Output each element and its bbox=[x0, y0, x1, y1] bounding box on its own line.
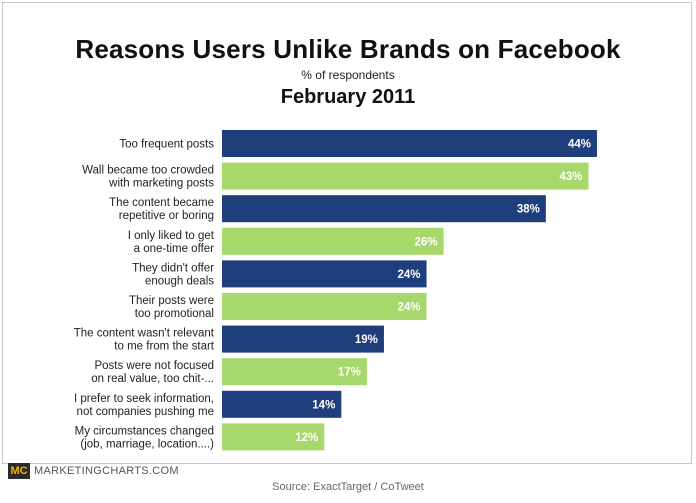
category-label-3-line-1: The content became bbox=[109, 197, 214, 209]
chart-title: Reasons Users Unlike Brands on Facebook bbox=[75, 34, 621, 64]
category-label-9-line-2: not companies pushing me bbox=[77, 406, 214, 418]
category-label-8-line-2: on real value, too chit-... bbox=[91, 373, 214, 385]
category-label-10-line-2: (job, marriage, location....) bbox=[80, 438, 214, 450]
category-label-3-line-2: repetitive or boring bbox=[119, 210, 214, 222]
category-label-2-line-2: with marketing posts bbox=[108, 178, 214, 190]
bar-3 bbox=[222, 195, 546, 223]
category-label-1-line-1: Too frequent posts bbox=[119, 139, 214, 151]
category-label-5-line-1: They didn't offer bbox=[132, 262, 214, 274]
bar-8 bbox=[222, 358, 367, 386]
bar-4 bbox=[222, 227, 444, 255]
category-label-4-line-1: I only liked to get bbox=[128, 230, 215, 242]
marketingcharts-logo-icon: MC bbox=[8, 463, 30, 479]
source-note: Source: ExactTarget / CoTweet bbox=[272, 481, 424, 493]
chart-date: February 2011 bbox=[280, 86, 416, 108]
category-label-6-line-1: Their posts were bbox=[129, 295, 214, 307]
bar-10 bbox=[222, 423, 325, 451]
value-label-7: 19% bbox=[355, 334, 378, 346]
category-label-5-line-2: enough deals bbox=[145, 275, 214, 287]
value-label-6: 24% bbox=[398, 302, 421, 314]
bar-6 bbox=[222, 293, 427, 320]
category-label-6-line-2: too promotional bbox=[135, 308, 214, 320]
value-label-4: 26% bbox=[415, 236, 438, 248]
chart-subtitle: % of respondents bbox=[301, 68, 395, 82]
category-label-4-line-2: a one-time offer bbox=[134, 243, 215, 255]
bar-5 bbox=[222, 260, 427, 288]
value-label-8: 17% bbox=[338, 367, 361, 379]
bar-1 bbox=[222, 130, 597, 157]
bar-7 bbox=[222, 325, 384, 353]
category-label-10-line-1: My circumstances changed bbox=[75, 425, 214, 437]
category-label-7-line-1: The content wasn't relevant bbox=[74, 328, 215, 340]
value-label-10: 12% bbox=[295, 432, 318, 444]
value-label-5: 24% bbox=[398, 269, 421, 281]
bar-9 bbox=[222, 390, 342, 418]
category-label-2-line-1: Wall became too crowded bbox=[82, 165, 214, 177]
value-label-9: 14% bbox=[312, 399, 335, 411]
value-label-3: 38% bbox=[517, 204, 540, 216]
category-label-7-line-2: to me from the start bbox=[114, 341, 215, 353]
logo-text: MARKETINGCHARTS.COM bbox=[34, 465, 179, 477]
bar-2 bbox=[222, 162, 589, 190]
value-label-2: 43% bbox=[559, 171, 582, 183]
category-label-8-line-1: Posts were not focused bbox=[94, 360, 214, 372]
value-label-1: 44% bbox=[568, 139, 591, 151]
category-label-9-line-1: I prefer to seek information, bbox=[74, 393, 214, 405]
